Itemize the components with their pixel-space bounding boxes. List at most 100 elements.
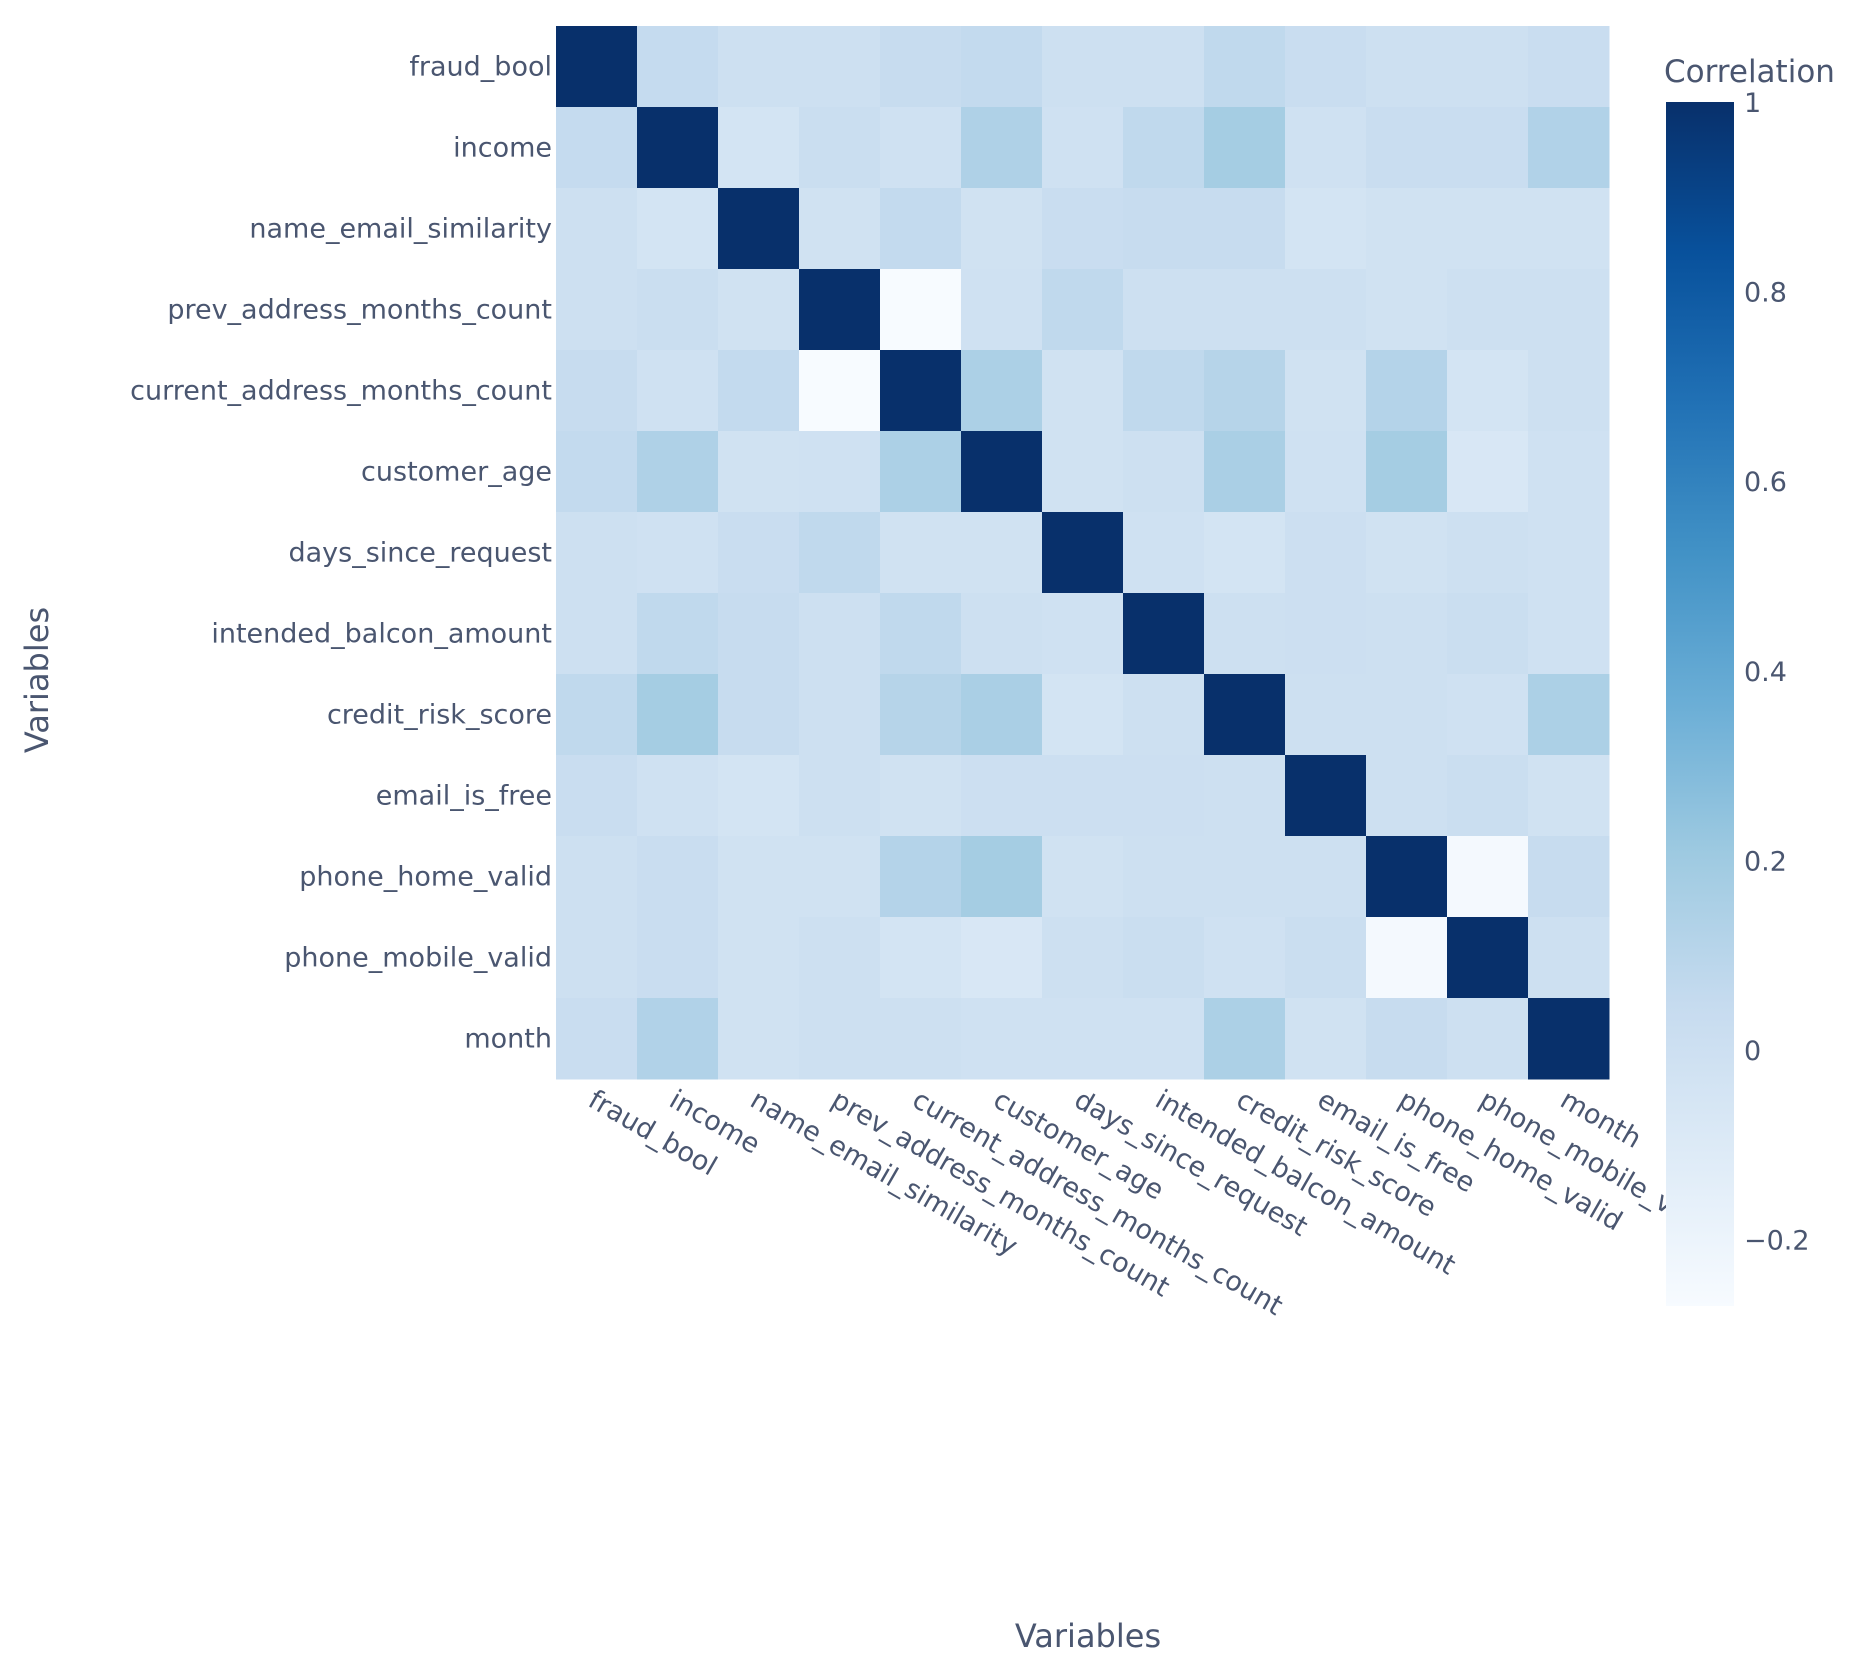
colorbar-tick-label: −0.2 [1744,1226,1810,1257]
heatmap-cell [1042,26,1124,108]
heatmap-cell [880,998,962,1080]
heatmap-cell [799,26,881,108]
y-tick-label: customer_age [361,457,552,488]
heatmap-cell [880,350,962,432]
heatmap-cell [1285,350,1367,432]
heatmap-cell [1447,755,1529,837]
heatmap-cell [799,755,881,837]
heatmap-cell [1447,26,1529,108]
heatmap-cell [718,593,800,675]
heatmap-cell [880,431,962,513]
heatmap-cell [1447,269,1529,351]
heatmap-cell [637,26,719,108]
heatmap-cell [1123,350,1205,432]
heatmap-cell [556,188,638,270]
heatmap-cell [1285,836,1367,918]
heatmap-cell [556,269,638,351]
heatmap-cell [1285,188,1367,270]
heatmap-cell [961,674,1043,756]
heatmap-cell [718,512,800,594]
heatmap-cell [718,674,800,756]
y-tick-label: income [453,133,552,164]
heatmap-cell [1204,350,1286,432]
heatmap-cell [556,512,638,594]
x-tick-labels: fraud_boolincomename_email_similaritypre… [583,1084,1721,1322]
heatmap-cell [961,917,1043,999]
heatmap-cell [637,512,719,594]
heatmap-cell [1042,755,1124,837]
heatmap-cell [1204,188,1286,270]
heatmap-cell [637,107,719,189]
heatmap-cell [880,917,962,999]
heatmap-cell [1447,188,1529,270]
heatmap-cell [1528,350,1610,432]
heatmap-cell [1285,755,1367,837]
y-tick-label: days_since_request [288,538,552,569]
heatmap-cell [1042,917,1124,999]
heatmap-cell [556,593,638,675]
heatmap-cell [880,674,962,756]
heatmap-cell [1285,917,1367,999]
heatmap-cell [880,269,962,351]
heatmap-cell [718,998,800,1080]
heatmap-cell [1204,836,1286,918]
heatmap-cell [880,107,962,189]
heatmap-cell [1204,917,1286,999]
heatmap-cell [1285,107,1367,189]
heatmap-cell [880,26,962,108]
heatmap-cell [556,836,638,918]
y-tick-label: month [464,1024,552,1055]
heatmap-cell [1285,998,1367,1080]
heatmap-cell [1447,674,1529,756]
heatmap-cell [799,107,881,189]
heatmap-cell [1123,269,1205,351]
colorbar-tick-label: 0 [1744,1036,1761,1067]
heatmap-cell [637,836,719,918]
heatmap-cells [556,26,1610,1080]
heatmap-cell [718,26,800,108]
heatmap-cell [718,188,800,270]
heatmap-cell [1366,593,1448,675]
heatmap-cell [1285,593,1367,675]
heatmap-cell [1528,593,1610,675]
heatmap-cell [1528,26,1610,108]
heatmap-cell [556,998,638,1080]
heatmap-cell [1123,836,1205,918]
colorbar-title: Correlation [1664,54,1835,90]
heatmap-cell [880,188,962,270]
heatmap-cell [961,593,1043,675]
heatmap-cell [1366,26,1448,108]
heatmap-cell [556,431,638,513]
heatmap-cell [1366,107,1448,189]
heatmap-cell [637,269,719,351]
heatmap-cell [880,512,962,594]
heatmap-cell [1204,269,1286,351]
heatmap-cell [1123,26,1205,108]
heatmap-cell [961,188,1043,270]
heatmap-cell [637,917,719,999]
heatmap-cell [1366,512,1448,594]
heatmap-cell [1123,998,1205,1080]
heatmap-cell [556,917,638,999]
heatmap-cell [1204,26,1286,108]
heatmap-cell [556,107,638,189]
heatmap-cell [961,998,1043,1080]
heatmap-cell [1123,593,1205,675]
heatmap-cell [1042,107,1124,189]
heatmap-cell [880,755,962,837]
heatmap-cell [1528,269,1610,351]
y-tick-label: email_is_free [376,781,552,812]
heatmap-cell [1528,998,1610,1080]
colorbar-tick-label: 1 [1744,88,1761,119]
heatmap-cell [1204,431,1286,513]
heatmap-cell [1366,836,1448,918]
heatmap-cell [1366,269,1448,351]
heatmap-cell [1366,998,1448,1080]
heatmap-cell [1042,431,1124,513]
heatmap-cell [1366,431,1448,513]
heatmap-cell [1123,917,1205,999]
heatmap-cell [799,674,881,756]
heatmap-cell [718,836,800,918]
heatmap-cell [1204,998,1286,1080]
heatmap-cell [799,998,881,1080]
